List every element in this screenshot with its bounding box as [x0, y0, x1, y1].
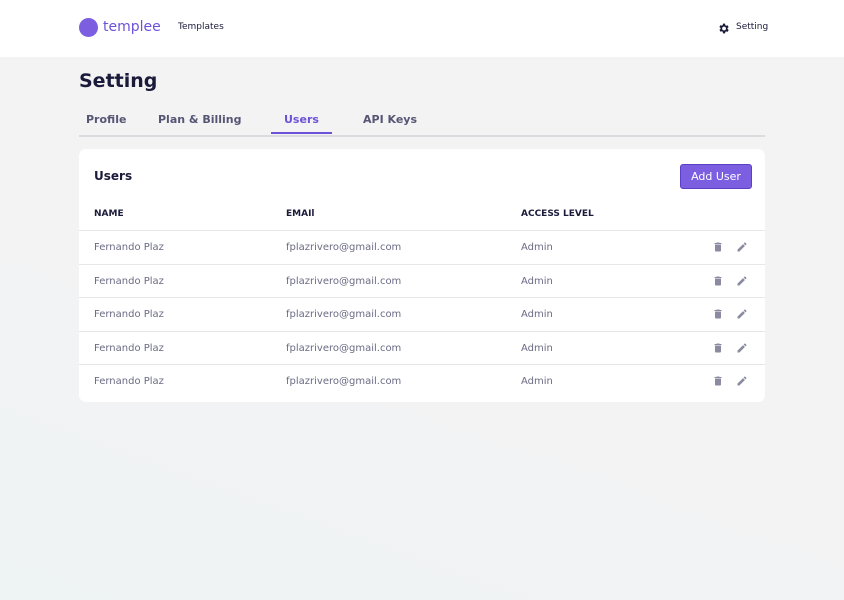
- tab[interactable]: Plan & Billing: [158, 113, 242, 126]
- column-header: EMAIl: [286, 209, 315, 219]
- table-row: Fernando Plaz fplazrivero@gmail.com Admin: [79, 297, 765, 331]
- edit-icon[interactable]: [736, 308, 748, 320]
- table-cell: fplazrivero@gmail.com: [286, 376, 402, 387]
- logo[interactable]: [79, 18, 98, 37]
- tab[interactable]: Profile: [86, 113, 127, 126]
- table-row: Fernando Plaz fplazrivero@gmail.com Admin: [79, 263, 765, 298]
- table-cell: Fernando Plaz: [94, 275, 164, 287]
- edit-icon[interactable]: [736, 241, 748, 253]
- edit-icon[interactable]: [736, 275, 748, 287]
- page-title: Setting: [79, 70, 158, 92]
- table-cell: Fernando Plaz: [94, 242, 164, 253]
- tabs: Profile Plan & Billing Users API Keys: [79, 113, 765, 137]
- table-cell: Admin: [521, 275, 553, 287]
- table-row: Fernando Plaz fplazrivero@gmail.com Admin: [79, 330, 765, 365]
- delete-icon[interactable]: [712, 241, 724, 253]
- card-title: Users: [94, 169, 133, 183]
- table-cell: fplazrivero@gmail.com: [286, 242, 402, 253]
- table-cell: Admin: [521, 309, 553, 320]
- delete-icon[interactable]: [712, 342, 724, 354]
- brand[interactable]: templee: [103, 19, 161, 35]
- table-cell: Fernando Plaz: [94, 309, 164, 320]
- table-cell: Fernando Plaz: [94, 342, 164, 354]
- tab-active[interactable]: Users: [271, 113, 332, 134]
- delete-icon[interactable]: [712, 375, 724, 387]
- table-cell: Admin: [521, 342, 553, 354]
- column-header: ACCESS LEVEL: [521, 209, 594, 219]
- table-cell: Fernando Plaz: [94, 376, 164, 387]
- table-row: Fernando Plaz fplazrivero@gmail.com Admin: [79, 364, 765, 398]
- delete-icon[interactable]: [712, 275, 724, 287]
- edit-icon[interactable]: [736, 375, 748, 387]
- tab[interactable]: API Keys: [363, 113, 418, 126]
- edit-icon[interactable]: [736, 342, 748, 354]
- table-cell: fplazrivero@gmail.com: [286, 275, 402, 287]
- nav-link[interactable]: Templates: [178, 22, 224, 32]
- table-cell: Admin: [521, 376, 553, 387]
- users-card: Users Add User NAME EMAIl ACCESS LEVEL F…: [79, 149, 765, 402]
- table-cell: fplazrivero@gmail.com: [286, 309, 402, 320]
- header: templee Templates Setting: [0, 0, 844, 57]
- gear-icon[interactable]: [717, 22, 730, 35]
- setting-link[interactable]: Setting: [736, 22, 769, 32]
- add-user-button[interactable]: Add User: [680, 164, 752, 189]
- delete-icon[interactable]: [712, 308, 724, 320]
- table-cell: fplazrivero@gmail.com: [286, 342, 402, 354]
- table-cell: Admin: [521, 242, 553, 253]
- column-header: NAME: [94, 209, 124, 219]
- table-row: Fernando Plaz fplazrivero@gmail.com Admin: [79, 230, 765, 264]
